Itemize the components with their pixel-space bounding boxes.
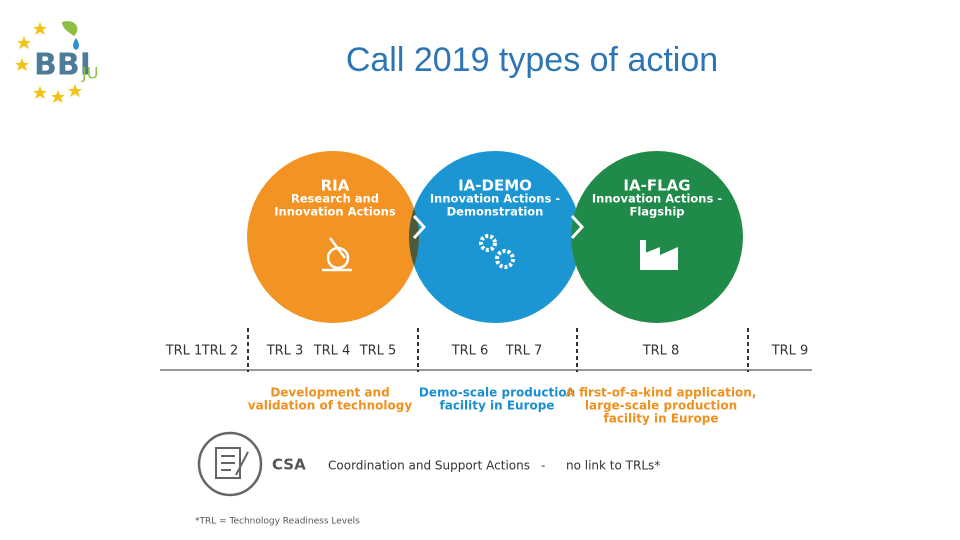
trl-label: TRL 1: [165, 344, 203, 359]
description: facility in Europe: [604, 412, 719, 426]
description: large-scale production: [585, 399, 737, 413]
csa-separator: -: [541, 459, 545, 473]
action-code: IA-DEMO: [458, 177, 532, 195]
trl-label: TRL 5: [359, 344, 397, 359]
logo-name: BBI: [34, 48, 91, 83]
ria-circle: [247, 151, 419, 323]
factory-icon: [640, 240, 678, 270]
action-name: Research and: [291, 192, 379, 206]
trl-label: TRL 9: [771, 344, 809, 359]
arrow: [412, 214, 427, 240]
csa-code: CSA: [272, 456, 306, 474]
logo-suffix: JU: [81, 64, 98, 83]
trl-label: TRL 2: [201, 344, 239, 359]
trl-label: TRL 4: [313, 344, 351, 359]
gears-icon: [479, 234, 515, 269]
overlap: [571, 151, 743, 323]
action-code: IA-FLAG: [623, 177, 690, 195]
action-name: Flagship: [630, 205, 685, 219]
description: Development and: [270, 386, 389, 400]
action-name: Innovation Actions: [274, 205, 396, 219]
action-name: Innovation Actions -: [430, 192, 560, 206]
slide-title: Call 2019 types of action: [346, 41, 718, 79]
action-name: Demonstration: [447, 205, 544, 219]
trl-label: TRL 7: [505, 344, 543, 359]
description: Demo-scale production: [419, 386, 575, 400]
microscope-icon: [322, 237, 352, 272]
ia-demo-circle: [409, 151, 581, 323]
footnote: *TRL = Technology Readiness Levels: [195, 517, 360, 527]
action-name: Innovation Actions -: [592, 192, 722, 206]
trl-label: TRL 3: [266, 344, 304, 359]
description: A first-of-a-kind application,: [566, 386, 757, 400]
description: facility in Europe: [440, 399, 555, 413]
csa-note: no link to TRLs*: [566, 459, 660, 473]
action-code: RIA: [321, 177, 350, 195]
description: validation of technology: [248, 399, 413, 413]
csa-icon: [197, 431, 263, 497]
arrow: [570, 214, 585, 240]
trl-label: TRL 6: [451, 344, 489, 359]
logo: [15, 21, 82, 103]
csa-name: Coordination and Support Actions: [328, 459, 530, 473]
csa-icon-doc: [215, 447, 249, 479]
trl-label: TRL 8: [642, 344, 680, 359]
